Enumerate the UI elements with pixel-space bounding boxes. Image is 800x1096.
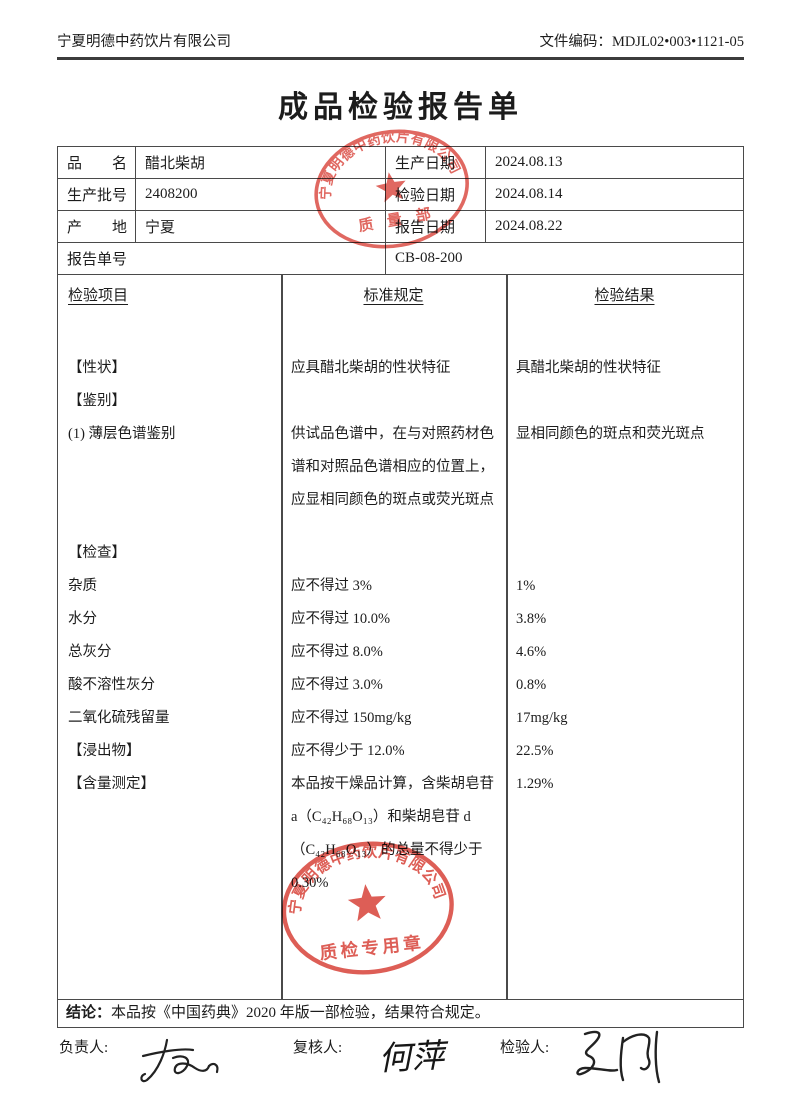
report-no-value: CB-08-200	[386, 243, 743, 275]
report-no-label: 报告单号	[58, 242, 386, 275]
result-cell	[506, 537, 743, 570]
result-cell: 具醋北柴胡的性状特征	[516, 359, 661, 376]
conclusion-row: 结论：本品按《中国药典》2020 年版一部检验，结果符合规定。	[58, 998, 743, 1027]
header-result: 检验结果	[594, 288, 655, 304]
table-row: 【鉴别】	[58, 385, 743, 418]
result-cell: 22.5%	[516, 742, 554, 759]
results-header-row: 检验项目 标准规定 检验结果	[58, 275, 743, 315]
standard-cell: 本品按干燥品计算，含柴胡皂苷 a（C₄₂H₆₈O₁₃）和柴胡皂苷 d（C₄₂H₆…	[291, 775, 494, 891]
origin-value: 宁夏	[136, 210, 386, 243]
conclusion-label: 结论：	[66, 1004, 112, 1021]
results-table: 检验项目 标准规定 检验结果 【性状】 应具醋北柴胡的性状特征 具醋北柴胡的性状…	[58, 274, 743, 999]
table-row: 【浸出物】 应不得少于 12.0% 22.5%	[58, 735, 743, 768]
table-row: 杂质 应不得过 3% 1%	[58, 570, 743, 603]
result-cell: 3.8%	[516, 610, 547, 627]
standard-cell	[281, 537, 506, 570]
item-cell: 二氧化硫残留量	[68, 709, 170, 726]
item-cell: 总灰分	[68, 643, 112, 660]
standard-cell	[281, 385, 506, 418]
standard-cell: 应不得过 3.0%	[291, 676, 383, 693]
document-code-label: 文件编码：	[539, 34, 612, 50]
inspection-date-label: 检验日期	[386, 178, 486, 211]
result-cell: 17mg/kg	[516, 709, 568, 726]
standard-cell: 应不得过 8.0%	[291, 643, 383, 660]
item-cell: 水分	[68, 610, 97, 627]
results-body: 【性状】 应具醋北柴胡的性状特征 具醋北柴胡的性状特征 【鉴别】 (1) 薄层色…	[58, 315, 743, 999]
header-divider	[57, 57, 744, 60]
result-cell: 4.6%	[516, 643, 547, 660]
document-code: 文件编码：MDJL02•003•1121-05	[539, 32, 744, 52]
inspector-label: 检验人:	[500, 1039, 550, 1056]
result-cell: 1.29%	[516, 775, 554, 792]
info-table: 品 名 醋北柴胡 生产日期 2024.08.13 生产批号 2408200 检验…	[58, 146, 743, 275]
item-cell: 杂质	[68, 577, 97, 594]
batch-no-value: 2408200	[136, 178, 386, 211]
table-row: 总灰分 应不得过 8.0% 4.6%	[58, 636, 743, 669]
result-cell	[506, 385, 743, 418]
table-row: 【检查】	[58, 537, 743, 570]
inspector-signature	[576, 1030, 661, 1083]
table-row: (1) 薄层色谱鉴别 供试品色谱中，在与对照药材色谱和对照品色谱相应的位置上，应…	[58, 418, 743, 517]
page-title: 成品检验报告单	[278, 90, 523, 124]
company-name: 宁夏明德中药饮片有限公司	[57, 34, 231, 50]
item-cell: 【鉴别】	[68, 392, 126, 409]
standard-cell: 供试品色谱中，在与对照药材色谱和对照品色谱相应的位置上，应显相同颜色的斑点或荧光…	[291, 425, 494, 508]
reviewer-label: 复核人:	[293, 1039, 343, 1056]
table-row: 二氧化硫残留量 应不得过 150mg/kg 17mg/kg	[58, 702, 743, 735]
result-cell: 显相同颜色的斑点和荧光斑点	[516, 425, 705, 442]
conclusion-text: 本品按《中国药典》2020 年版一部检验，结果符合规定。	[111, 1004, 490, 1021]
table-row: 【含量测定】 本品按干燥品计算，含柴胡皂苷 a（C₄₂H₆₈O₁₃）和柴胡皂苷 …	[58, 768, 743, 900]
standard-cell: 应不得过 3%	[291, 577, 372, 594]
batch-no-label: 生产批号	[58, 178, 136, 211]
origin-label: 产 地	[58, 210, 136, 243]
responsible-signature	[140, 1038, 219, 1082]
product-name-value: 醋北柴胡	[136, 146, 386, 179]
item-cell: 酸不溶性灰分	[68, 676, 155, 693]
result-cell: 1%	[516, 577, 536, 594]
product-name-label: 品 名	[58, 146, 136, 179]
table-row: 水分 应不得过 10.0% 3.8%	[58, 603, 743, 636]
reviewer-signature: 何萍	[377, 1035, 450, 1078]
inspection-date-value: 2024.08.14	[486, 179, 743, 211]
production-date-label: 生产日期	[386, 146, 486, 179]
reviewer-signature-name: 何萍	[377, 1035, 450, 1078]
item-cell: 【性状】	[68, 359, 126, 376]
standard-cell: 应不得少于 12.0%	[291, 742, 405, 759]
item-cell: 【含量测定】	[68, 775, 155, 792]
report-table: 品 名 醋北柴胡 生产日期 2024.08.13 生产批号 2408200 检验…	[57, 145, 744, 1028]
table-row: 【性状】 应具醋北柴胡的性状特征 具醋北柴胡的性状特征	[58, 352, 743, 385]
table-filler	[58, 900, 743, 999]
header-item: 检验项目	[68, 288, 129, 304]
result-cell: 0.8%	[516, 676, 547, 693]
standard-cell: 应不得过 150mg/kg	[291, 709, 412, 726]
responsible-label: 负责人:	[59, 1039, 109, 1056]
report-date-value: 2024.08.22	[486, 211, 743, 243]
item-cell: 【检查】	[68, 544, 126, 561]
table-row: 酸不溶性灰分 应不得过 3.0% 0.8%	[58, 669, 743, 702]
production-date-value: 2024.08.13	[486, 147, 743, 179]
signature-row: 负责人: 复核人: 何萍 检验人:	[57, 1028, 744, 1096]
document-code-value: MDJL02•003•1121-05	[611, 34, 744, 50]
document-header: 宁夏明德中药饮片有限公司 文件编码：MDJL02•003•1121-05	[57, 0, 744, 52]
standard-cell: 应不得过 10.0%	[291, 610, 391, 627]
item-cell: (1) 薄层色谱鉴别	[68, 425, 176, 442]
report-date-label: 报告日期	[386, 210, 486, 243]
standard-cell: 应具醋北柴胡的性状特征	[291, 359, 451, 376]
column-divider-2	[506, 274, 508, 999]
item-cell: 【浸出物】	[68, 742, 141, 759]
header-standard: 标准规定	[363, 288, 424, 304]
column-divider-1	[281, 274, 283, 999]
